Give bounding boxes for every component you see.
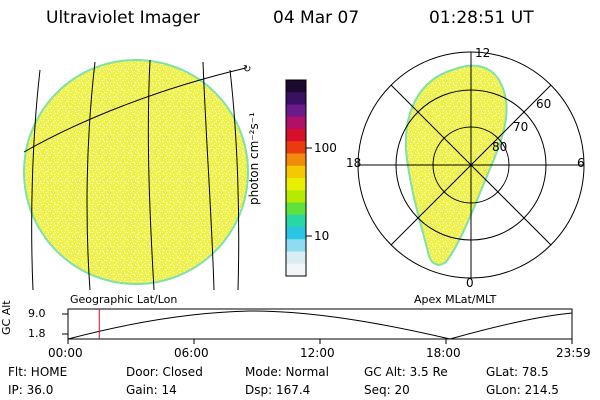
timeline-x-tick-2359: 23:59 <box>556 346 591 360</box>
colorbar-segment <box>286 104 306 118</box>
mlat-label-70: 70 <box>513 120 529 134</box>
colorbar-segment <box>286 227 306 240</box>
lat-lon-grid <box>23 59 247 290</box>
right-panel-caption: Apex MLat/MLT <box>414 293 497 306</box>
time-label: 01:28:51 UT <box>429 8 534 28</box>
colorbar-segment <box>286 141 306 154</box>
colorbar-tick-100: 100 <box>314 141 337 155</box>
geographic-image <box>23 59 249 290</box>
colorbar-segment <box>286 116 306 130</box>
colorbar <box>285 79 312 277</box>
mlat-label-80: 80 <box>492 140 508 154</box>
status-glon: GLon: 214.5 <box>486 383 559 397</box>
colorbar-segment <box>286 251 306 265</box>
orbit-edge-mark: ↻ <box>243 64 251 75</box>
timeline-x-tick-0600: 06:00 <box>174 346 209 360</box>
status-seq: Seq: 20 <box>364 383 410 397</box>
altitude-curve <box>67 310 573 340</box>
mlat-label-60: 60 <box>536 97 552 111</box>
timeline-x-tick-1800: 18:00 <box>426 346 461 360</box>
status-ip: IP: 36.0 <box>8 383 54 397</box>
colorbar-segment <box>286 80 306 93</box>
status-door: Door: Closed <box>126 365 203 379</box>
colorbar-segment <box>286 190 306 203</box>
status-mode: Mode: Normal <box>245 365 329 379</box>
mlt-label-12: 12 <box>475 46 491 60</box>
mlt-label-0: 0 <box>466 276 474 290</box>
colorbar-segment <box>286 165 306 179</box>
colorbar-unit-label: photon cm⁻²s⁻¹ <box>247 112 261 205</box>
polar-plot <box>357 51 585 279</box>
timeline-y-axis-label: GC Alt <box>0 300 13 335</box>
status-flt: Flt: HOME <box>8 365 68 379</box>
uv-disk <box>23 59 249 285</box>
status-gc-alt: GC Alt: 3.5 Re <box>364 365 448 379</box>
timeline-x-tick-0000: 00:00 <box>48 346 83 360</box>
colorbar-segment <box>286 263 306 277</box>
colorbar-segment <box>286 214 306 228</box>
colorbar-segment <box>286 153 306 167</box>
status-dsp: Dsp: 167.4 <box>245 383 311 397</box>
mlt-label-6: 6 <box>577 156 585 170</box>
colorbar-segment <box>286 92 306 105</box>
colorbar-segment <box>286 239 306 252</box>
colorbar-segment <box>286 129 306 142</box>
colorbar-segment <box>286 202 306 216</box>
left-panel-caption: Geographic Lat/Lon <box>70 293 178 306</box>
timeline-x-tick-1200: 12:00 <box>300 346 335 360</box>
status-gain: Gain: 14 <box>126 383 177 397</box>
polar-grid <box>357 51 585 279</box>
colorbar-segment <box>286 178 306 191</box>
colorbar-tick-10: 10 <box>314 229 330 243</box>
instrument-title: Ultraviolet Imager <box>46 8 200 28</box>
timeline-y-tick-1-8: 1.8 <box>28 327 46 340</box>
altitude-timeline <box>62 308 573 344</box>
timeline-y-tick-9: 9.0 <box>28 307 46 320</box>
mlt-label-18: 18 <box>346 156 362 170</box>
date-label: 04 Mar 07 <box>273 8 360 28</box>
status-glat: GLat: 78.5 <box>486 365 549 379</box>
